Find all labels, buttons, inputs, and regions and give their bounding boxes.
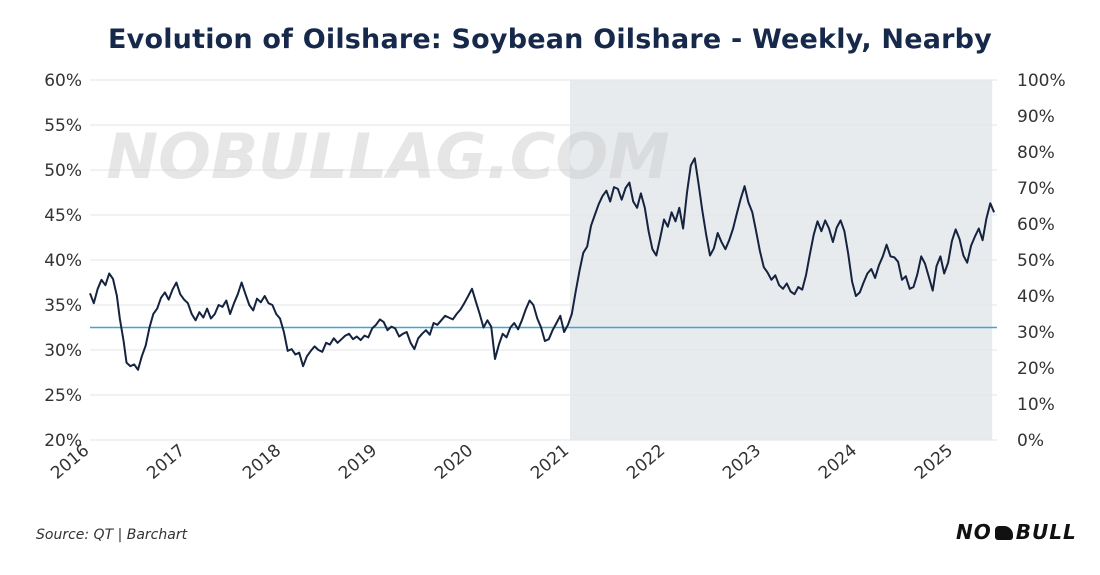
y-axis-left: 20% 25% 30% 35% 40% 45% 50% 55% 60% bbox=[44, 71, 82, 451]
oilshare-series-line bbox=[89, 157, 996, 371]
y-right-tick-label: 60% bbox=[1017, 215, 1055, 235]
y-left-tick-label: 45% bbox=[44, 206, 82, 226]
x-tick-label: 2020 bbox=[431, 441, 477, 484]
x-tick-label: 2018 bbox=[239, 441, 285, 484]
y-right-tick-label: 100% bbox=[1017, 71, 1066, 91]
watermark: NOBULLAG.COM bbox=[106, 120, 670, 193]
x-axis: 2016 2017 2018 2019 2020 2021 2022 2023 2024 2025 bbox=[47, 441, 957, 484]
y-right-tick-label: 80% bbox=[1017, 143, 1055, 163]
y-right-tick-label: 50% bbox=[1017, 251, 1055, 271]
bull-icon bbox=[994, 526, 1013, 540]
y-left-tick-label: 35% bbox=[44, 296, 82, 316]
y-left-tick-label: 50% bbox=[44, 161, 82, 181]
y-right-tick-label: 30% bbox=[1017, 323, 1055, 343]
y-right-tick-label: 40% bbox=[1017, 287, 1055, 307]
y-right-tick-label: 20% bbox=[1017, 359, 1055, 379]
series-line bbox=[89, 157, 996, 371]
y-right-tick-label: 90% bbox=[1017, 107, 1055, 127]
x-tick-label: 2022 bbox=[623, 441, 669, 484]
y-left-tick-label: 60% bbox=[44, 71, 82, 91]
y-left-tick-label: 55% bbox=[44, 116, 82, 136]
y-left-tick-label: 30% bbox=[44, 341, 82, 361]
gridlines bbox=[90, 79, 997, 441]
y-right-tick-label: 10% bbox=[1017, 395, 1055, 415]
x-tick-label: 2021 bbox=[527, 441, 573, 484]
y-axis-right: 0% 10% 20% 30% 40% 50% 60% 70% 80% 90% 100% bbox=[1017, 71, 1066, 451]
y-left-tick-label: 40% bbox=[44, 251, 82, 271]
source-note: Source: QT | Barchart bbox=[36, 527, 188, 543]
logo-text-right: BULL bbox=[1015, 520, 1077, 544]
x-tick-label: 2017 bbox=[143, 441, 189, 484]
y-left-tick-label: 25% bbox=[44, 386, 82, 406]
y-left-tick-label: 20% bbox=[44, 431, 82, 451]
x-tick-label: 2023 bbox=[719, 441, 765, 484]
x-tick-label: 2024 bbox=[815, 441, 861, 484]
chart-title: Evolution of Oilshare: Soybean Oilshare … bbox=[108, 24, 992, 55]
logo-text-left: NO bbox=[956, 520, 992, 544]
y-right-tick-label: 70% bbox=[1017, 179, 1055, 199]
watermark-text: NOBULLAG.COM bbox=[106, 120, 670, 193]
x-tick-label: 2025 bbox=[911, 441, 957, 484]
y-right-tick-label: 0% bbox=[1017, 431, 1044, 451]
brand-logo: NO BULL bbox=[956, 520, 1077, 544]
x-tick-label: 2019 bbox=[335, 441, 381, 484]
